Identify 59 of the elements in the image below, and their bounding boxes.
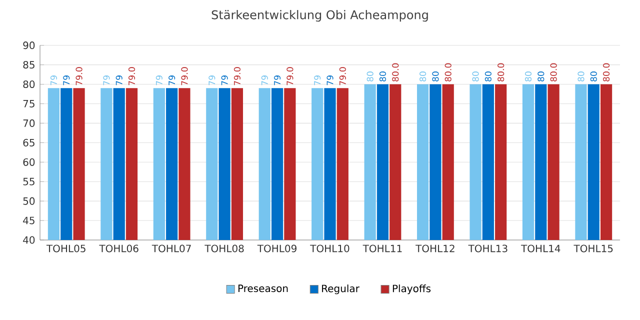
data-label: 80: [590, 72, 597, 82]
data-label: 80: [366, 72, 374, 82]
y-tick-label: 45: [23, 216, 34, 224]
x-tick-label: TOHL11: [362, 244, 402, 252]
data-label: 79.0: [286, 67, 294, 86]
data-label: 79: [314, 75, 321, 86]
data-label: 79: [326, 75, 334, 86]
y-tick-label: 90: [23, 42, 35, 50]
data-label: 79: [50, 75, 57, 86]
data-label: 79: [116, 75, 122, 86]
data-label: 79: [274, 75, 281, 86]
legend-label: Playoffs: [392, 284, 431, 294]
data-label: 80.0: [550, 63, 557, 82]
data-label: 80: [379, 72, 386, 82]
data-label: 80.0: [444, 63, 452, 82]
y-tick-label: 70: [23, 119, 35, 127]
data-label: 79: [168, 75, 176, 86]
data-label: 79: [63, 75, 70, 86]
data-label: 79: [261, 75, 268, 86]
x-tick-label: TOHL14: [520, 244, 560, 252]
data-label: 80: [524, 72, 532, 82]
data-label: 79: [208, 75, 216, 86]
x-tick-label: TOHL09: [257, 244, 296, 252]
legend-label: Preseason: [238, 284, 288, 292]
y-tick-label: 55: [23, 178, 34, 186]
x-tick-label: TOHL05: [46, 244, 86, 252]
data-label: 79: [156, 75, 162, 86]
data-label: 79: [103, 75, 110, 86]
data-label: 79: [221, 75, 228, 86]
data-label: 79.0: [128, 67, 136, 86]
x-tick-label: TOHL08: [204, 244, 244, 252]
data-label: 80.0: [603, 63, 610, 82]
y-tick-label: 80: [23, 80, 35, 88]
chart-title: Stärkeentwicklung Obi Acheampong: [212, 10, 428, 22]
data-label: 80.0: [498, 63, 504, 82]
y-tick-label: 40: [23, 236, 35, 244]
legend-label: Regular: [322, 284, 360, 294]
data-label: 79.0: [234, 67, 240, 86]
data-label: 80: [420, 72, 426, 82]
x-tick-label: TOHL07: [152, 244, 191, 252]
data-label: 80: [472, 72, 479, 82]
data-label: 80: [538, 72, 544, 82]
data-label: 79.0: [181, 67, 188, 86]
data-label: 80: [432, 72, 439, 82]
y-tick-label: 50: [23, 197, 35, 205]
x-tick-label: TOHL10: [310, 244, 350, 252]
y-tick-label: 75: [23, 100, 34, 108]
data-label: 79.0: [339, 67, 346, 86]
y-tick-label: 65: [23, 138, 34, 146]
y-tick-label: 60: [23, 158, 35, 166]
x-tick-label: TOHL13: [468, 244, 508, 252]
x-tick-label: TOHL12: [416, 244, 454, 252]
y-tick-label: 85: [23, 61, 34, 69]
data-label: 80: [578, 72, 584, 82]
data-label: 79.0: [76, 67, 82, 86]
x-tick-label: TOHL15: [574, 244, 613, 252]
data-label: 80.0: [392, 63, 399, 82]
x-tick-label: TOHL06: [99, 244, 138, 252]
data-label: 80: [484, 72, 492, 82]
